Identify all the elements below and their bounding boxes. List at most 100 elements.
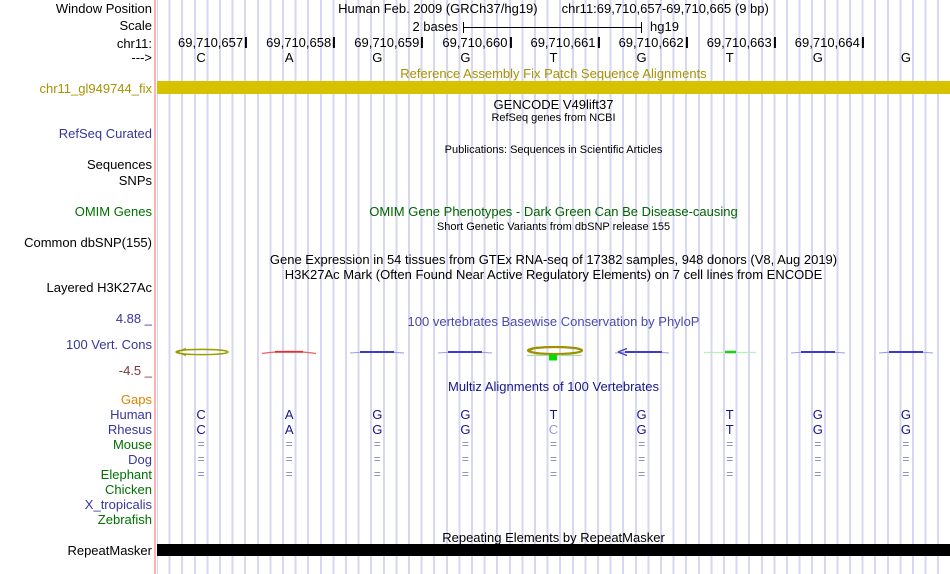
conservation-axis-max: 4.88 _ xyxy=(115,311,152,326)
multiz-cell: T xyxy=(725,422,734,437)
reference-base: G xyxy=(372,50,383,65)
position-tick xyxy=(685,37,688,48)
track-label-snps[interactable]: SNPs xyxy=(118,173,152,188)
conservation-mark xyxy=(169,345,233,361)
track-title-dbsnp[interactable]: Short Genetic Variants from dbSNP releas… xyxy=(436,221,671,233)
multiz-cell: = xyxy=(638,467,646,481)
multiz-cell: G xyxy=(900,407,911,422)
multiz-species-label[interactable]: Dog xyxy=(128,452,152,467)
conservation-mark xyxy=(345,345,409,361)
position-label: 69,710,659 xyxy=(354,36,424,50)
multiz-cell: T xyxy=(725,407,734,422)
multiz-species-label[interactable]: Chicken xyxy=(105,482,152,497)
multiz-cell: = xyxy=(197,452,205,466)
position-label: 69,710,658 xyxy=(266,36,336,50)
multiz-cell: = xyxy=(549,467,558,481)
multiz-cell: = xyxy=(373,437,381,451)
multiz-cell: = xyxy=(814,452,822,466)
multiz-cell: = xyxy=(285,452,293,466)
track-label-sequences[interactable]: Sequences xyxy=(86,157,152,172)
track-label-h3k27ac[interactable]: Layered H3K27Ac xyxy=(46,280,152,295)
position-tick xyxy=(861,37,864,48)
conservation-axis-min: -4.5 _ xyxy=(118,363,152,378)
multiz-cell: = xyxy=(814,437,822,451)
position-label: 69,710,664 xyxy=(795,36,864,50)
multiz-cell: = xyxy=(902,452,910,466)
position-label: 69,710,663 xyxy=(707,36,776,50)
chrom-label: chr11: xyxy=(116,36,152,51)
multiz-cell: T xyxy=(549,407,558,422)
track-title-multiz[interactable]: Multiz Alignments of 100 Vertebrates xyxy=(447,379,659,394)
multiz-species-label[interactable]: Mouse xyxy=(112,437,152,452)
multiz-cell: = xyxy=(549,452,558,466)
track-label-dbsnp[interactable]: Common dbSNP(155) xyxy=(24,235,152,250)
multiz-cell: = xyxy=(285,467,293,481)
multiz-cell: G xyxy=(372,422,383,437)
position-title: chr11:69,710,657-69,710,665 (9 bp) xyxy=(561,1,769,16)
multiz-cell: = xyxy=(902,437,910,451)
track-title-omim[interactable]: OMIM Gene Phenotypes - Dark Green Can Be… xyxy=(369,204,738,219)
multiz-species-label[interactable]: Human xyxy=(110,407,152,422)
multiz-species-label[interactable]: Zebrafish xyxy=(97,512,152,527)
multiz-cell: C xyxy=(196,422,206,437)
assembly-title: Human Feb. 2009 (GRCh37/hg19) xyxy=(338,1,538,16)
strand-arrow-label: ---> xyxy=(131,50,152,65)
position-tick xyxy=(245,37,248,48)
scale-value: 2 bases xyxy=(412,19,458,34)
base-position-guidelines xyxy=(157,0,950,574)
track-title-fix-patch[interactable]: Reference Assembly Fix Patch Sequence Al… xyxy=(400,66,707,81)
track-label-conservation[interactable]: 100 Vert. Cons xyxy=(66,337,152,352)
position-label: 69,710,657 xyxy=(178,36,248,50)
position-tick xyxy=(421,37,424,48)
track-title-conservation[interactable]: 100 vertebrates Basewise Conservation by… xyxy=(407,314,700,329)
conservation-mark xyxy=(610,345,674,361)
track-label-omim[interactable]: OMIM Genes xyxy=(74,204,152,219)
track-label-fix-patch[interactable]: chr11_gl949744_fix xyxy=(39,81,152,96)
position-tick xyxy=(773,37,776,48)
multiz-cell: = xyxy=(461,437,469,451)
conservation-mark xyxy=(874,345,938,361)
position-label: 69,710,662 xyxy=(619,36,688,50)
multiz-cell: G xyxy=(636,407,647,422)
multiz-cell: C xyxy=(548,422,559,437)
scale-bar-left-tick xyxy=(463,22,464,33)
multiz-cell: G xyxy=(372,407,383,422)
fix-patch-alignment-bar[interactable] xyxy=(157,81,950,94)
scale-row-label: Scale xyxy=(119,18,152,33)
multiz-cell: G xyxy=(460,407,471,422)
reference-base: G xyxy=(636,50,647,65)
multiz-cell: = xyxy=(461,467,469,481)
track-title-repeatmasker[interactable]: Repeating Elements by RepeatMasker xyxy=(442,530,665,545)
scale-bar-right-tick xyxy=(641,22,642,33)
track-title-h3k27ac[interactable]: H3K27Ac Mark (Often Found Near Active Re… xyxy=(284,267,823,282)
track-title-gtex[interactable]: Gene Expression in 54 tissues from GTEx … xyxy=(269,252,838,267)
multiz-species-label[interactable]: Elephant xyxy=(100,467,152,482)
conservation-mark xyxy=(433,345,497,361)
multiz-cell: = xyxy=(197,467,205,481)
multiz-cell: G xyxy=(900,422,911,437)
track-title-publications[interactable]: Publications: Sequences in Scientific Ar… xyxy=(444,144,663,156)
multiz-species-label[interactable]: Gaps xyxy=(120,392,152,407)
track-subtitle-refseq[interactable]: RefSeq genes from NCBI xyxy=(491,112,616,124)
track-label-refseq-curated[interactable]: RefSeq Curated xyxy=(58,126,152,141)
multiz-cell: = xyxy=(638,452,646,466)
reference-base: G xyxy=(460,50,471,65)
multiz-cell: = xyxy=(197,437,205,451)
multiz-species-label[interactable]: X_tropicalis xyxy=(84,497,152,512)
track-label-repeatmasker[interactable]: RepeatMasker xyxy=(67,543,152,558)
scale-bar xyxy=(463,27,642,28)
conservation-mark xyxy=(522,345,586,361)
multiz-cell: = xyxy=(373,467,381,481)
reference-base: G xyxy=(812,50,823,65)
assembly-tag: hg19 xyxy=(650,19,679,34)
position-tick xyxy=(597,37,600,48)
conservation-mark xyxy=(786,345,850,361)
reference-base: C xyxy=(196,50,206,65)
multiz-species-label[interactable]: Rhesus xyxy=(107,422,152,437)
track-title-gencode[interactable]: GENCODE V49lift37 xyxy=(493,97,614,112)
multiz-cell: = xyxy=(638,437,646,451)
multiz-cell: G xyxy=(812,422,823,437)
multiz-cell: G xyxy=(636,422,647,437)
multiz-cell: = xyxy=(726,452,734,466)
repeatmasker-element-bar[interactable] xyxy=(157,544,950,556)
